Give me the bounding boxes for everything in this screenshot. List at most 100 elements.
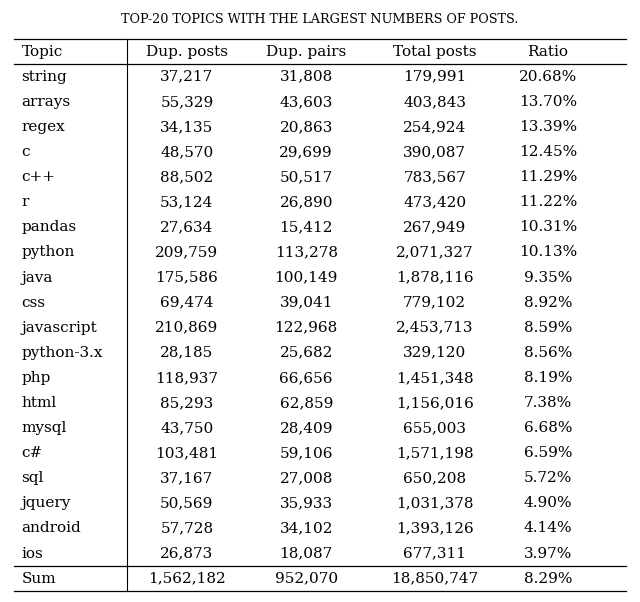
Text: Sum: Sum [21,572,56,586]
Text: android: android [21,521,81,535]
Text: 50,517: 50,517 [280,170,333,184]
Text: 175,586: 175,586 [156,270,218,285]
Text: 100,149: 100,149 [275,270,338,285]
Text: 10.13%: 10.13% [519,246,577,259]
Text: css: css [21,296,45,309]
Text: 13.70%: 13.70% [519,95,577,109]
Text: 8.92%: 8.92% [524,296,572,309]
Text: c++: c++ [21,170,56,184]
Text: Total posts: Total posts [393,45,476,58]
Text: 209,759: 209,759 [156,246,218,259]
Text: 6.68%: 6.68% [524,421,572,435]
Text: 655,003: 655,003 [403,421,466,435]
Text: c: c [21,145,30,159]
Text: 12.45%: 12.45% [519,145,577,159]
Text: 1,156,016: 1,156,016 [396,396,474,410]
Text: 20.68%: 20.68% [519,70,577,84]
Text: arrays: arrays [21,95,70,109]
Text: 1,451,348: 1,451,348 [396,371,474,385]
Text: 8.19%: 8.19% [524,371,572,385]
Text: 7.38%: 7.38% [524,396,572,410]
Text: 2,071,327: 2,071,327 [396,246,474,259]
Text: 329,120: 329,120 [403,346,467,360]
Text: 43,750: 43,750 [160,421,214,435]
Text: 18,087: 18,087 [280,547,333,560]
Text: 267,949: 267,949 [403,220,467,234]
Text: 6.59%: 6.59% [524,446,572,460]
Text: 3.97%: 3.97% [524,547,572,560]
Text: 113,278: 113,278 [275,246,338,259]
Text: 403,843: 403,843 [403,95,466,109]
Text: 473,420: 473,420 [403,195,467,209]
Text: 118,937: 118,937 [156,371,218,385]
Text: 66,656: 66,656 [280,371,333,385]
Text: 179,991: 179,991 [403,70,467,84]
Text: python: python [21,246,75,259]
Text: 4.90%: 4.90% [524,496,572,510]
Text: jquery: jquery [21,496,71,510]
Text: 18,850,747: 18,850,747 [391,572,478,586]
Text: 1,571,198: 1,571,198 [396,446,474,460]
Text: 254,924: 254,924 [403,120,467,134]
Text: 39,041: 39,041 [280,296,333,309]
Text: java: java [21,270,52,285]
Text: 783,567: 783,567 [403,170,466,184]
Text: 59,106: 59,106 [280,446,333,460]
Text: 2,453,713: 2,453,713 [396,321,474,335]
Text: 50,569: 50,569 [160,496,214,510]
Text: 25,682: 25,682 [280,346,333,360]
Text: 28,185: 28,185 [160,346,214,360]
Text: pandas: pandas [21,220,77,234]
Text: sql: sql [21,471,44,485]
Text: 8.56%: 8.56% [524,346,572,360]
Text: 85,293: 85,293 [160,396,214,410]
Text: ios: ios [21,547,43,560]
Text: 37,167: 37,167 [160,471,214,485]
Text: 57,728: 57,728 [161,521,214,535]
Text: html: html [21,396,57,410]
Text: 9.35%: 9.35% [524,270,572,285]
Text: 4.14%: 4.14% [524,521,572,535]
Text: 8.59%: 8.59% [524,321,572,335]
Text: 13.39%: 13.39% [519,120,577,134]
Text: 122,968: 122,968 [275,321,338,335]
Text: 29,699: 29,699 [280,145,333,159]
Text: regex: regex [21,120,65,134]
Text: 26,873: 26,873 [160,547,214,560]
Text: 31,808: 31,808 [280,70,333,84]
Text: 15,412: 15,412 [280,220,333,234]
Text: c#: c# [21,446,43,460]
Text: 48,570: 48,570 [160,145,214,159]
Text: 43,603: 43,603 [280,95,333,109]
Text: 26,890: 26,890 [280,195,333,209]
Text: 1,393,126: 1,393,126 [396,521,474,535]
Text: 11.29%: 11.29% [519,170,577,184]
Text: 10.31%: 10.31% [519,220,577,234]
Text: Ratio: Ratio [527,45,568,58]
Text: 35,933: 35,933 [280,496,333,510]
Text: 34,102: 34,102 [280,521,333,535]
Text: 5.72%: 5.72% [524,471,572,485]
Text: 37,217: 37,217 [160,70,214,84]
Text: 53,124: 53,124 [160,195,214,209]
Text: 1,031,378: 1,031,378 [396,496,474,510]
Text: 55,329: 55,329 [160,95,214,109]
Text: 27,634: 27,634 [160,220,214,234]
Text: 650,208: 650,208 [403,471,467,485]
Text: 11.22%: 11.22% [519,195,577,209]
Text: 69,474: 69,474 [160,296,214,309]
Text: string: string [21,70,67,84]
Text: r: r [21,195,29,209]
Text: 34,135: 34,135 [160,120,214,134]
Text: 779,102: 779,102 [403,296,467,309]
Text: 88,502: 88,502 [160,170,214,184]
Text: 103,481: 103,481 [156,446,218,460]
Text: 20,863: 20,863 [280,120,333,134]
Text: 8.29%: 8.29% [524,572,572,586]
Text: 1,562,182: 1,562,182 [148,572,226,586]
Text: 27,008: 27,008 [280,471,333,485]
Text: 1,878,116: 1,878,116 [396,270,474,285]
Text: 210,869: 210,869 [156,321,218,335]
Text: Dup. posts: Dup. posts [146,45,228,58]
Text: Topic: Topic [21,45,63,58]
